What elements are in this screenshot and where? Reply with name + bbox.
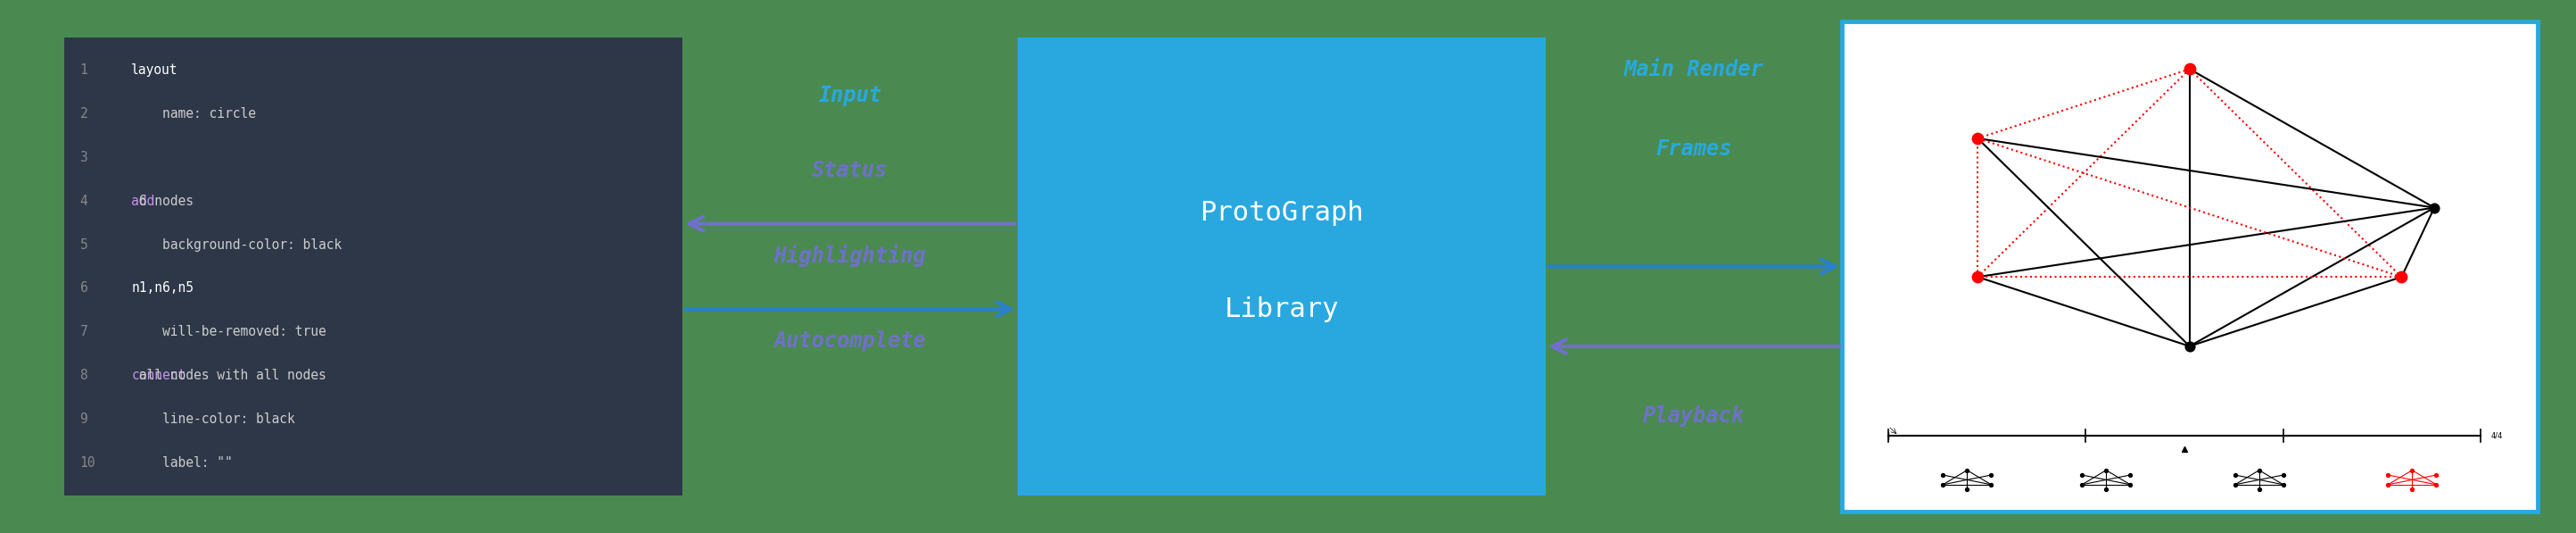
Point: [1958, 134, 1999, 143]
Text: 7: 7: [80, 325, 88, 338]
Point: [2061, 471, 2102, 479]
Text: Input: Input: [819, 85, 881, 107]
Text: Highlighting: Highlighting: [773, 245, 927, 267]
Point: [2110, 471, 2151, 479]
Text: 4/4: 4/4: [2491, 432, 2504, 440]
Text: 9: 9: [80, 413, 88, 426]
Point: [2239, 485, 2280, 494]
Point: [2262, 480, 2303, 489]
Point: [2262, 471, 2303, 479]
Point: [1958, 273, 1999, 281]
FancyBboxPatch shape: [1842, 21, 2537, 512]
Text: 8: 8: [80, 369, 88, 382]
Text: all nodes with all nodes: all nodes with all nodes: [131, 369, 327, 382]
Point: [1947, 485, 1989, 494]
Text: Playback: Playback: [1643, 405, 1744, 426]
Text: 3: 3: [80, 151, 88, 164]
Point: [2087, 485, 2128, 494]
Point: [2416, 471, 2458, 479]
Text: background-color: black: background-color: black: [131, 238, 343, 252]
Point: [1947, 466, 1989, 474]
Text: n1,n6,n5: n1,n6,n5: [131, 281, 193, 295]
Point: [2367, 471, 2409, 479]
Point: [2391, 485, 2432, 494]
Point: [2215, 471, 2257, 479]
Point: [2110, 480, 2151, 489]
Point: [2087, 466, 2128, 474]
Text: label: "": label: "": [131, 456, 232, 470]
Point: [1971, 471, 2012, 479]
Text: line-color: black: line-color: black: [131, 413, 296, 426]
Text: will-be-removed: true: will-be-removed: true: [131, 325, 327, 338]
Text: connect: connect: [131, 369, 185, 382]
Text: 5: 5: [80, 238, 88, 252]
Point: [2414, 204, 2455, 212]
Text: Autocomplete: Autocomplete: [773, 330, 927, 352]
Point: [1922, 480, 1963, 489]
Point: [2380, 273, 2421, 281]
Point: [2215, 480, 2257, 489]
Text: Frames: Frames: [1656, 139, 1731, 160]
Text: 6: 6: [80, 281, 88, 295]
Text: 6 nodes: 6 nodes: [131, 195, 193, 208]
Point: [2169, 342, 2210, 351]
Point: [2367, 480, 2409, 489]
Point: [2416, 480, 2458, 489]
Text: Status: Status: [811, 160, 889, 181]
Point: [1971, 480, 2012, 489]
Text: 2: 2: [80, 107, 88, 120]
Text: 4: 4: [80, 195, 88, 208]
Text: ProtoGraph: ProtoGraph: [1200, 200, 1363, 226]
Text: add: add: [131, 195, 155, 208]
FancyBboxPatch shape: [1018, 37, 1546, 496]
Point: [2391, 466, 2432, 474]
Point: [2061, 480, 2102, 489]
Text: Library: Library: [1224, 296, 1340, 322]
Text: layout: layout: [131, 63, 178, 77]
Text: Main Render: Main Render: [1623, 59, 1765, 80]
Point: [1922, 471, 1963, 479]
FancyBboxPatch shape: [64, 37, 683, 496]
Point: [2169, 65, 2210, 74]
Point: [2239, 466, 2280, 474]
Text: 10: 10: [80, 456, 95, 470]
Text: name: circle: name: circle: [131, 107, 255, 120]
Text: 1: 1: [80, 63, 88, 77]
